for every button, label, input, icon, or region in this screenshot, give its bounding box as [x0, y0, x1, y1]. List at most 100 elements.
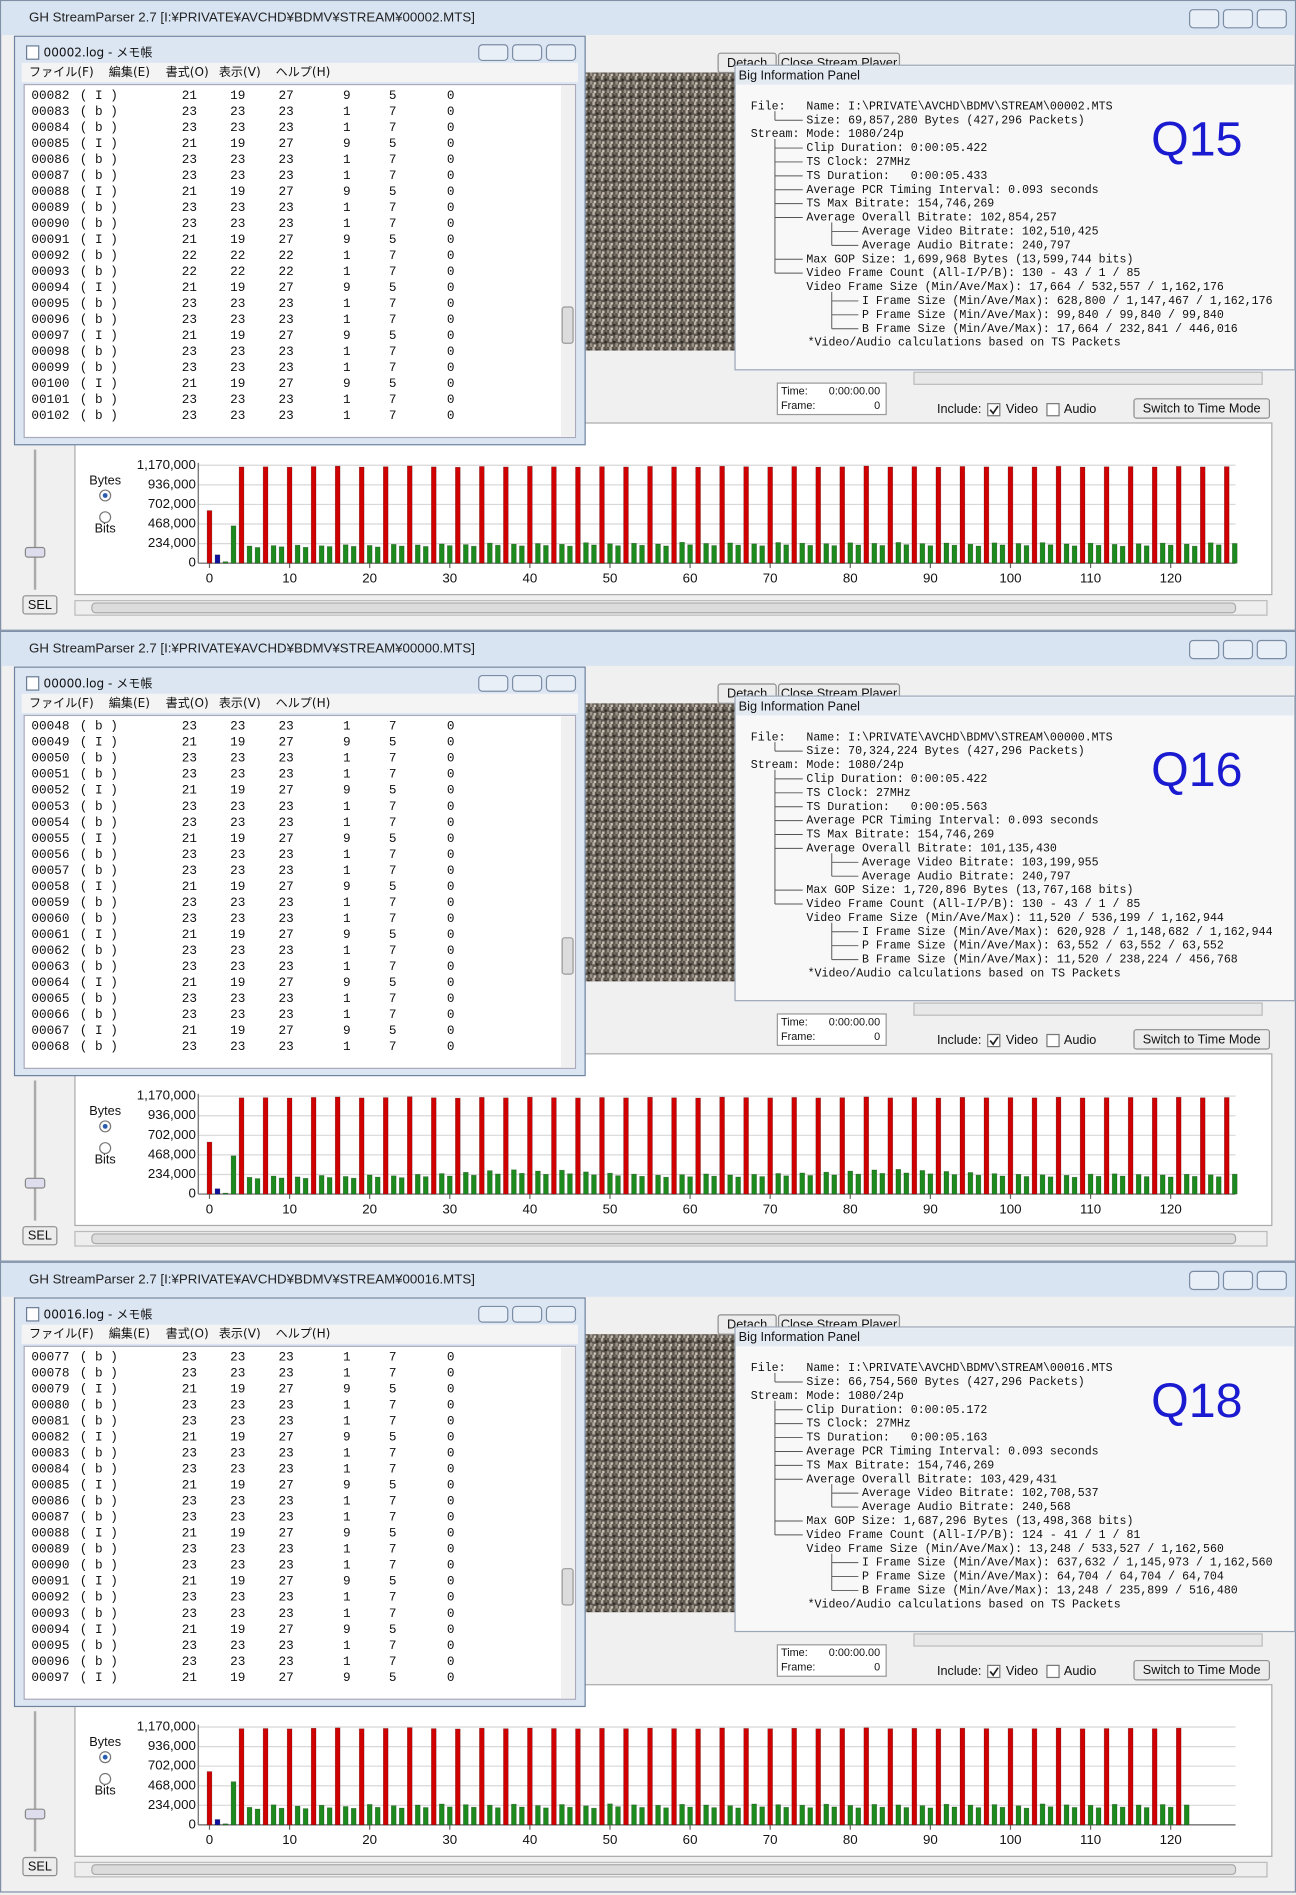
window-button[interactable]	[1256, 9, 1287, 29]
log-cell: 7	[389, 216, 397, 231]
info-line: Name: I:\PRIVATE\AVCHD\BDMV\STREAM\00016…	[806, 1362, 1112, 1375]
sel-button-label[interactable]: SEL	[28, 1860, 52, 1874]
log-cell: 9	[343, 1023, 351, 1038]
text-scroll-thumb[interactable]	[561, 306, 574, 344]
menu-item[interactable]: ヘルプ(H)	[276, 65, 331, 79]
log-cell: ( b )	[80, 152, 118, 167]
bar	[687, 1806, 693, 1826]
checkmark	[989, 1036, 999, 1046]
window-button[interactable]	[1189, 9, 1220, 29]
sel-button[interactable]: SEL	[22, 1226, 58, 1246]
log-cell: 23	[182, 751, 197, 766]
menu-item[interactable]: 編集(E)	[109, 1326, 150, 1341]
bar	[775, 1173, 781, 1195]
notepad-button[interactable]	[545, 1305, 577, 1323]
sel-button-face[interactable]	[22, 1226, 58, 1246]
menu-item[interactable]: 書式(O)	[166, 1327, 209, 1341]
audio-checkbox[interactable]	[1046, 1033, 1060, 1048]
text-scroll-thumb[interactable]	[561, 937, 574, 975]
window-button[interactable]	[1256, 1270, 1287, 1291]
window-button[interactable]	[1189, 639, 1220, 660]
menu-item[interactable]: 表示(V)	[219, 1327, 261, 1341]
bar	[887, 466, 894, 564]
bar	[431, 1097, 437, 1195]
chart-scroll-thumb[interactable]	[91, 1233, 1237, 1245]
bits-radio[interactable]	[99, 1142, 112, 1155]
sel-button-face[interactable]	[22, 595, 58, 615]
notepad-button[interactable]	[511, 674, 543, 692]
switch-mode-button[interactable]: Switch to Time Mode	[1133, 1029, 1271, 1050]
menu-item[interactable]: 編集(E)	[109, 695, 150, 710]
sel-button-label[interactable]: SEL	[28, 598, 52, 612]
bar	[911, 1728, 918, 1826]
menu-item[interactable]: 表示(V)	[219, 696, 261, 710]
window-button[interactable]	[1222, 639, 1254, 660]
log-cell: 9	[343, 88, 351, 103]
info-title-bar	[736, 697, 1294, 716]
window-button[interactable]	[1189, 1270, 1220, 1291]
x-tick-label: 30	[442, 570, 457, 585]
audio-checkbox[interactable]	[1046, 1664, 1060, 1679]
bar	[326, 1807, 333, 1826]
switch-mode-button-label[interactable]: Switch to Time Mode	[1143, 1032, 1261, 1046]
window-button[interactable]	[1256, 639, 1287, 660]
slider-thumb[interactable]	[24, 546, 46, 558]
bar	[495, 1807, 501, 1826]
switch-mode-button[interactable]: Switch to Time Mode	[1133, 398, 1271, 419]
switch-mode-button-label[interactable]: Switch to Time Mode	[1143, 401, 1261, 415]
sel-button-label[interactable]: SEL	[28, 1229, 52, 1243]
menu-item[interactable]: ファイル(F)	[29, 1327, 94, 1341]
notepad-button[interactable]	[545, 44, 577, 62]
x-tick-label: 70	[763, 1832, 778, 1847]
notepad-button[interactable]	[478, 674, 509, 692]
notepad-button[interactable]	[511, 1305, 543, 1323]
log-cell: 23	[279, 408, 294, 423]
menu-item[interactable]: 書式(O)	[166, 696, 209, 710]
bar	[294, 1176, 301, 1195]
switch-mode-button-face[interactable]	[1133, 398, 1271, 419]
notepad-button[interactable]	[478, 1305, 509, 1323]
menu-item[interactable]: ファイル(F)	[29, 65, 94, 79]
slider-thumb[interactable]	[24, 1177, 46, 1189]
window-button[interactable]	[1222, 1270, 1254, 1291]
audio-checkbox[interactable]	[1046, 403, 1060, 417]
x-tick-label: 30	[442, 1832, 457, 1847]
switch-mode-button[interactable]: Switch to Time Mode	[1133, 1659, 1271, 1681]
sel-button[interactable]: SEL	[22, 595, 58, 615]
switch-mode-button-face[interactable]	[1133, 1029, 1271, 1050]
log-cell: 23	[182, 1462, 197, 1477]
menu-item[interactable]: 書式(O)	[166, 65, 209, 79]
notepad-button[interactable]	[478, 44, 509, 62]
chart-scroll-thumb[interactable]	[91, 1864, 1237, 1876]
bar	[334, 465, 341, 564]
y-tick-label: 234,000	[148, 1166, 196, 1181]
log-cell: ( I )	[80, 1622, 118, 1637]
bar	[415, 544, 421, 564]
slider-thumb[interactable]	[24, 1808, 46, 1820]
menu-item[interactable]: ヘルプ(H)	[276, 696, 331, 710]
bytes-label: Bytes	[89, 1735, 121, 1749]
menu-item[interactable]: ヘルプ(H)	[276, 1327, 331, 1341]
menu-item[interactable]: ファイル(F)	[29, 696, 94, 710]
menu-item[interactable]: 表示(V)	[219, 65, 261, 79]
switch-mode-button-face[interactable]	[1133, 1659, 1271, 1681]
window-button[interactable]	[1222, 9, 1254, 29]
x-tick-label: 110	[1080, 570, 1101, 585]
y-tick-label: 936,000	[148, 1107, 196, 1122]
notepad-button[interactable]	[511, 44, 543, 62]
info-line: TS Duration: 0:00:05.163	[806, 1432, 987, 1445]
bar	[222, 561, 229, 564]
notepad-button[interactable]	[545, 674, 577, 692]
bits-radio[interactable]	[99, 1772, 112, 1786]
log-cell: 23	[182, 863, 197, 878]
bar	[1159, 542, 1166, 564]
bar	[575, 466, 581, 564]
chart-scroll-thumb[interactable]	[91, 602, 1237, 614]
menu-item[interactable]: 編集(E)	[109, 64, 150, 79]
log-cell: 21	[182, 184, 197, 199]
text-scroll-thumb[interactable]	[561, 1568, 574, 1606]
switch-mode-button-label[interactable]: Switch to Time Mode	[1143, 1663, 1261, 1677]
bits-radio[interactable]	[99, 511, 112, 524]
sel-button-face[interactable]	[22, 1856, 58, 1877]
sel-button[interactable]: SEL	[22, 1856, 58, 1877]
